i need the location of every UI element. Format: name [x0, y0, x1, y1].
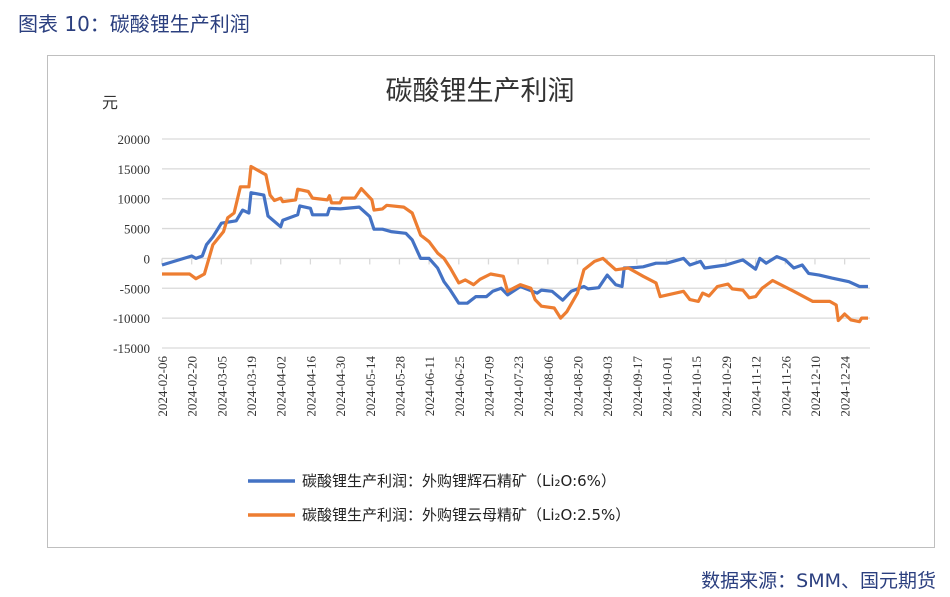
x-tick-label: 2024-12-24	[838, 356, 853, 417]
x-tick-label: 2024-10-29	[719, 356, 734, 417]
y-tick-label: 15000	[118, 162, 151, 177]
y-tick-label: 5000	[124, 222, 150, 237]
x-tick-label: 2024-10-01	[660, 356, 675, 417]
y-tick-label: 20000	[118, 132, 151, 147]
series-line-1	[161, 191, 868, 305]
x-tick-label: 2024-09-17	[630, 356, 645, 417]
x-tick-label: 2024-12-10	[808, 356, 823, 417]
y-tick-label: -10000	[113, 311, 150, 326]
x-tick-label: 2024-11-26	[778, 356, 793, 417]
y-tick-label: -5000	[120, 281, 150, 296]
legend-label: 碳酸锂生产利润：外购锂辉石精矿（Li₂O:6%）	[302, 472, 616, 490]
x-tick-label: 2024-11-12	[749, 356, 764, 416]
x-tick-label: 2024-07-09	[481, 356, 496, 417]
y-axis-unit: 元	[102, 93, 118, 112]
figure-title: 图表 10：碳酸锂生产利润	[18, 12, 250, 36]
x-tick-label: 2024-04-16	[303, 356, 318, 417]
chart-title: 碳酸锂生产利润	[386, 76, 575, 107]
x-tick-label: 2024-04-30	[333, 356, 348, 417]
y-tick-label: 0	[144, 251, 151, 266]
x-tick-label: 2024-06-11	[422, 356, 437, 416]
x-tick-label: 2024-06-25	[452, 356, 467, 417]
x-tick-label: 2024-05-14	[363, 356, 378, 417]
legend-label: 碳酸锂生产利润：外购锂云母精矿（Li₂O:2.5%）	[302, 506, 630, 524]
y-tick-label: -15000	[113, 341, 150, 356]
x-tick-label: 2024-03-19	[244, 356, 259, 417]
x-tick-label: 2024-07-23	[511, 356, 526, 417]
chart-frame	[47, 55, 935, 548]
x-tick-label: 2024-02-20	[185, 356, 200, 417]
y-tick-label: 10000	[118, 192, 151, 207]
x-tick-label: 2024-05-28	[392, 356, 407, 417]
x-tick-label: 2024-09-03	[600, 356, 615, 417]
x-tick-label: 2024-10-15	[689, 356, 704, 417]
x-tick-label: 2024-04-02	[274, 356, 289, 417]
x-tick-label: 2024-03-05	[214, 356, 229, 417]
series-line-2	[162, 164, 868, 324]
x-tick-label: 2024-08-06	[541, 356, 556, 417]
data-source: 数据来源：SMM、国元期货	[701, 570, 936, 592]
x-tick-label: 2024-02-06	[155, 356, 170, 417]
x-tick-label: 2024-08-20	[571, 356, 586, 417]
